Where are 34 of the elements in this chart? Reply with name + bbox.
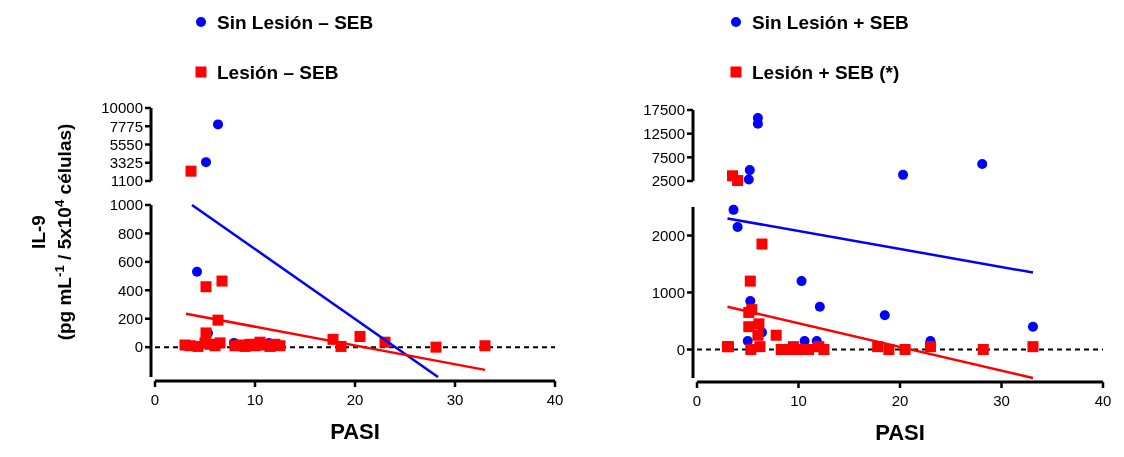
legend-label: Lesión – SEB	[217, 61, 339, 83]
legend-label: Sin Lesión + SEB	[752, 11, 909, 33]
y-tick-label: 600	[117, 253, 143, 271]
x-tick-label: 30	[993, 392, 1010, 409]
legend-label: Sin Lesión – SEB	[217, 11, 374, 33]
y-tick-label: 800	[117, 224, 143, 242]
y-tick-label: 2500	[651, 172, 685, 190]
y-tick-label: 400	[117, 281, 143, 299]
x-tick-label: 20	[891, 392, 909, 409]
y-tick-label: 0	[134, 338, 143, 356]
y-tick-label: 10000	[101, 99, 143, 117]
x-tick-label: 20	[346, 391, 364, 408]
y-tick-label: 1000	[109, 196, 143, 214]
legend-label: Lesión + SEB (*)	[752, 61, 900, 83]
x-tick-label: 0	[150, 391, 160, 408]
y-tick-label: 7775	[109, 117, 143, 135]
y-tick-label: 1100	[110, 172, 143, 190]
x-tick-label: 40	[1094, 392, 1112, 409]
y-tick-label: 0	[676, 340, 685, 358]
y-tick-label: 17500	[643, 101, 685, 119]
x-tick-label: 30	[446, 391, 464, 408]
y-tick-label: 2000	[651, 226, 685, 244]
x-tick-label: 10	[246, 391, 264, 408]
y-tick-label: 3325	[109, 154, 143, 171]
x-axis-title: PASI	[875, 420, 925, 445]
x-tick-label: 40	[546, 391, 564, 408]
y-tick-label: 200	[117, 309, 143, 327]
y-tick-label: 1000	[651, 283, 685, 301]
y-tick-label: 7500	[651, 148, 685, 166]
y-tick-label: 5550	[109, 135, 143, 153]
x-tick-label: 10	[790, 392, 807, 409]
x-tick-label: 0	[692, 392, 702, 409]
y-tick-label: 12500	[643, 124, 685, 142]
x-axis-title: PASI	[330, 419, 380, 444]
